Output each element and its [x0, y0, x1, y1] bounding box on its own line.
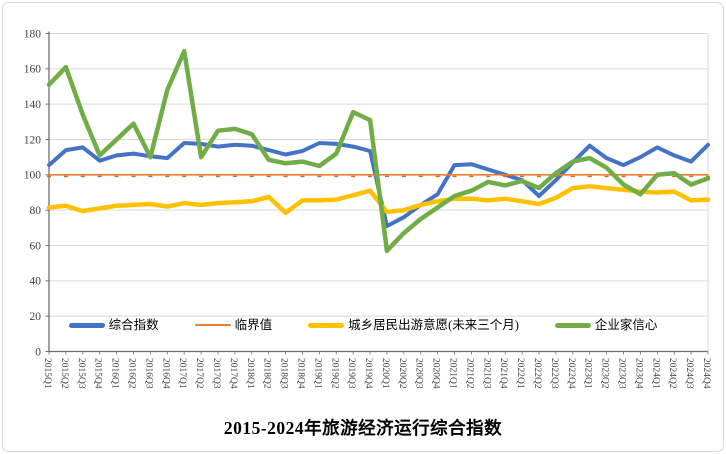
legend-item-企业家信心: 企业家信心 [554, 318, 658, 332]
x-axis-label-2020Q4: 2020Q4 [431, 358, 441, 389]
x-axis-label-2023Q3: 2023Q3 [617, 358, 627, 389]
chart-plot-area: 0 20 40 60 80 100 120 140 160 180 2015Q1 2015Q2 2015… [24, 28, 711, 389]
y-axis-label-60: 60 [30, 240, 42, 252]
x-axis-label-2017Q1: 2017Q1 [177, 358, 187, 389]
x-axis-label-2024Q2: 2024Q2 [667, 358, 677, 389]
y-axis-label-40: 40 [30, 276, 42, 288]
x-axis-label-2015Q3: 2015Q3 [76, 358, 86, 389]
x-axis-label-2021Q1: 2021Q1 [448, 358, 458, 389]
legend-swatch-综合指数 [68, 323, 105, 328]
legend-swatch-临界值 [194, 324, 231, 327]
x-axis-label-2019Q1: 2019Q1 [312, 358, 322, 389]
y-axis-label-140: 140 [24, 99, 42, 111]
legend-swatch-企业家信心 [554, 322, 591, 328]
x-axis-label-2015Q2: 2015Q2 [59, 358, 69, 389]
legend-label-企业家信心: 企业家信心 [594, 318, 658, 332]
y-axis-label-100: 100 [24, 170, 42, 182]
series-line-企业家信心 [46, 48, 711, 254]
y-axis-label-20: 20 [30, 311, 42, 323]
x-axis-label-2020Q2: 2020Q2 [397, 358, 407, 389]
x-axis-label-2018Q2: 2018Q2 [262, 358, 272, 389]
x-axis-label-2016Q4: 2016Q4 [160, 358, 170, 389]
x-axis-label-2017Q3: 2017Q3 [211, 358, 221, 389]
chart-legend: 综合指数 临界值 城乡居民出游意愿(未来三个月) 企业家信心 [3, 319, 723, 332]
x-axis-label-2024Q4: 2024Q4 [701, 358, 711, 389]
x-axis-label-2020Q1: 2020Q1 [380, 358, 390, 389]
legend-label-临界值: 临界值 [234, 318, 273, 332]
x-axis-label-2017Q2: 2017Q2 [194, 358, 204, 389]
legend-item-综合指数: 综合指数 [68, 318, 159, 332]
y-axis-label-180: 180 [24, 28, 42, 40]
x-axis-label-2015Q1: 2015Q1 [42, 358, 52, 389]
y-axis-label-80: 80 [30, 205, 42, 217]
x-axis-label-2023Q4: 2023Q4 [633, 358, 643, 389]
x-axis-label-2023Q1: 2023Q1 [583, 358, 593, 389]
x-axis-label-2015Q4: 2015Q4 [93, 358, 103, 389]
legend-label-综合指数: 综合指数 [108, 318, 159, 332]
x-axis-label-2019Q4: 2019Q4 [363, 358, 373, 389]
x-axis-label-2024Q1: 2024Q1 [650, 358, 660, 389]
x-axis-label-2016Q1: 2016Q1 [110, 358, 120, 389]
x-axis-label-2021Q2: 2021Q2 [464, 358, 474, 389]
x-axis-label-2022Q2: 2022Q2 [532, 358, 542, 389]
x-axis-label-2018Q1: 2018Q1 [245, 358, 255, 389]
x-axis-label-2016Q3: 2016Q3 [143, 358, 153, 389]
x-axis-label-2024Q3: 2024Q3 [684, 358, 694, 389]
y-axis-label-0: 0 [35, 346, 41, 358]
x-axis-label-2019Q3: 2019Q3 [346, 358, 356, 389]
legend-label-城乡居民出游意愿(未来三个月): 城乡居民出游意愿(未来三个月) [348, 318, 519, 332]
x-axis-label-2022Q3: 2022Q3 [549, 358, 559, 389]
y-axis-label-160: 160 [24, 64, 42, 76]
x-axis-label-2018Q3: 2018Q3 [279, 358, 289, 389]
x-axis-label-2023Q2: 2023Q2 [600, 358, 610, 389]
legend-swatch-城乡居民出游意愿(未来三个月) [308, 322, 345, 328]
x-axis-label-2020Q3: 2020Q3 [414, 358, 424, 389]
x-axis-label-2021Q4: 2021Q4 [498, 358, 508, 389]
x-axis-label-2022Q4: 2022Q4 [566, 358, 576, 389]
x-axis-label-2022Q1: 2022Q1 [515, 358, 525, 389]
legend-item-城乡居民出游意愿(未来三个月): 城乡居民出游意愿(未来三个月) [308, 319, 519, 332]
x-axis-label-2017Q4: 2017Q4 [228, 358, 238, 389]
y-axis-label-120: 120 [24, 134, 42, 146]
x-axis-label-2019Q2: 2019Q2 [329, 358, 339, 389]
x-axis-label-2016Q2: 2016Q2 [126, 358, 136, 389]
chart-title: 2015-2024年旅游经济运行综合指数 [223, 418, 503, 438]
x-axis-label-2018Q4: 2018Q4 [295, 358, 305, 389]
legend-item-临界值: 临界值 [194, 318, 273, 332]
x-axis-label-2021Q3: 2021Q3 [481, 358, 491, 389]
